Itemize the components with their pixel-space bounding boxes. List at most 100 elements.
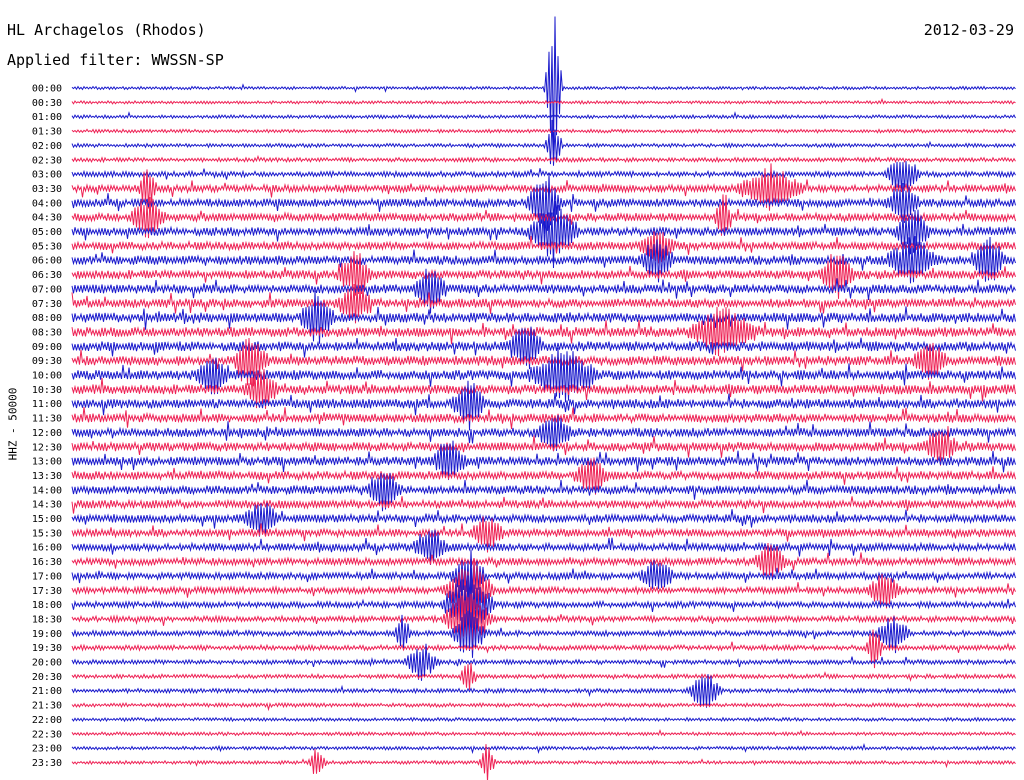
date-label: 2012-03-29 xyxy=(923,21,1014,39)
trace-1930 xyxy=(71,629,1016,669)
time-label-1400: 14:00 xyxy=(32,485,62,496)
trace-2230 xyxy=(71,728,1016,737)
time-label-1530: 15:30 xyxy=(32,528,62,539)
time-label-1600: 16:00 xyxy=(32,543,62,554)
time-label-2230: 22:30 xyxy=(32,729,62,740)
time-label-1130: 11:30 xyxy=(32,414,62,425)
time-label-1900: 19:00 xyxy=(32,629,62,640)
time-label-1230: 12:30 xyxy=(32,442,62,453)
time-label-0700: 07:00 xyxy=(32,284,62,295)
time-label-1030: 10:30 xyxy=(32,385,62,396)
trace-2030 xyxy=(71,662,1016,690)
time-label-1830: 18:30 xyxy=(32,614,62,625)
time-label-0730: 07:30 xyxy=(32,299,62,310)
time-label-0530: 05:30 xyxy=(32,241,62,252)
time-label-1300: 13:00 xyxy=(32,457,62,468)
trace-2200 xyxy=(71,716,1016,723)
trace-1300 xyxy=(71,440,1016,480)
trace-1630 xyxy=(71,542,1016,579)
trace-1400 xyxy=(71,472,1016,512)
trace-0400 xyxy=(71,173,1016,234)
time-label-0830: 08:30 xyxy=(32,327,62,338)
trace-1500 xyxy=(71,502,1016,537)
time-label-0800: 08:00 xyxy=(32,313,62,324)
time-label-1000: 10:00 xyxy=(32,371,62,382)
time-label-0500: 05:00 xyxy=(32,227,62,238)
time-label-0030: 00:30 xyxy=(32,98,62,109)
station-title: HL Archagelos (Rhodos) xyxy=(7,21,206,39)
trace-0000 xyxy=(71,16,1016,152)
trace-1330 xyxy=(71,457,1016,495)
trace-0030 xyxy=(71,97,1016,105)
trace-1800 xyxy=(71,568,1016,636)
trace-1130 xyxy=(71,407,1016,429)
trace-2300 xyxy=(71,743,1016,755)
trace-0900 xyxy=(71,326,1016,370)
trace-0100 xyxy=(71,111,1016,120)
trace-0430 xyxy=(71,194,1016,239)
time-label-0300: 03:00 xyxy=(32,170,62,181)
time-label-2100: 21:00 xyxy=(32,686,62,697)
time-label-2000: 20:00 xyxy=(32,658,62,669)
trace-0630 xyxy=(71,251,1016,299)
trace-0700 xyxy=(71,268,1016,314)
trace-1600 xyxy=(71,529,1016,566)
time-label-1630: 16:30 xyxy=(32,557,62,568)
time-label-1700: 17:00 xyxy=(32,571,62,582)
trace-2000 xyxy=(71,643,1016,681)
time-label-2130: 21:30 xyxy=(32,701,62,712)
trace-2100 xyxy=(71,674,1016,708)
time-label-1730: 17:30 xyxy=(32,586,62,597)
time-label-1930: 19:30 xyxy=(32,643,62,654)
trace-0930 xyxy=(71,337,1016,387)
trace-0600 xyxy=(71,236,1016,284)
filter-label: Applied filter: WWSSN-SP xyxy=(7,51,224,69)
time-label-0000: 00:00 xyxy=(32,84,62,95)
trace-0300 xyxy=(71,161,1016,192)
trace-1730 xyxy=(71,559,1016,621)
trace-1000 xyxy=(71,347,1016,403)
time-label-0400: 04:00 xyxy=(32,198,62,209)
trace-1230 xyxy=(71,426,1016,466)
time-label-1200: 12:00 xyxy=(32,428,62,439)
time-label-2200: 22:00 xyxy=(32,715,62,726)
trace-1200 xyxy=(71,415,1016,452)
trace-0730 xyxy=(71,283,1016,324)
trace-0800 xyxy=(71,290,1016,344)
time-label-2030: 20:30 xyxy=(32,672,62,683)
trace-1900 xyxy=(71,610,1016,658)
trace-0530 xyxy=(71,231,1016,264)
time-label-0600: 06:00 xyxy=(32,256,62,267)
time-label-2330: 23:30 xyxy=(32,758,62,769)
trace-2130 xyxy=(71,701,1016,712)
time-label-0630: 06:30 xyxy=(32,270,62,281)
time-label-0230: 02:30 xyxy=(32,155,62,166)
trace-1830 xyxy=(71,593,1016,648)
time-label-0200: 02:00 xyxy=(32,141,62,152)
time-label-0900: 09:00 xyxy=(32,342,62,353)
trace-1030 xyxy=(71,369,1016,409)
time-label-0430: 04:30 xyxy=(32,213,62,224)
trace-0500 xyxy=(71,200,1016,269)
time-label-2300: 23:00 xyxy=(32,744,62,755)
trace-1700 xyxy=(71,549,1016,605)
trace-0130 xyxy=(71,128,1016,134)
time-label-1100: 11:00 xyxy=(32,399,62,410)
time-label-0130: 01:30 xyxy=(32,127,62,138)
trace-1100 xyxy=(71,380,1016,431)
time-label-1330: 13:30 xyxy=(32,471,62,482)
trace-0330 xyxy=(71,163,1016,211)
trace-1530 xyxy=(71,516,1016,553)
time-label-0330: 03:30 xyxy=(32,184,62,195)
time-label-1800: 18:00 xyxy=(32,600,62,611)
trace-2330 xyxy=(71,744,1016,780)
trace-0830 xyxy=(71,306,1016,357)
trace-0230 xyxy=(71,154,1016,164)
time-label-1500: 15:00 xyxy=(32,514,62,525)
time-label-0100: 01:00 xyxy=(32,112,62,123)
trace-1430 xyxy=(71,496,1016,514)
time-label-0930: 09:30 xyxy=(32,356,62,367)
trace-0200 xyxy=(71,119,1016,166)
time-label-1430: 14:30 xyxy=(32,500,62,511)
